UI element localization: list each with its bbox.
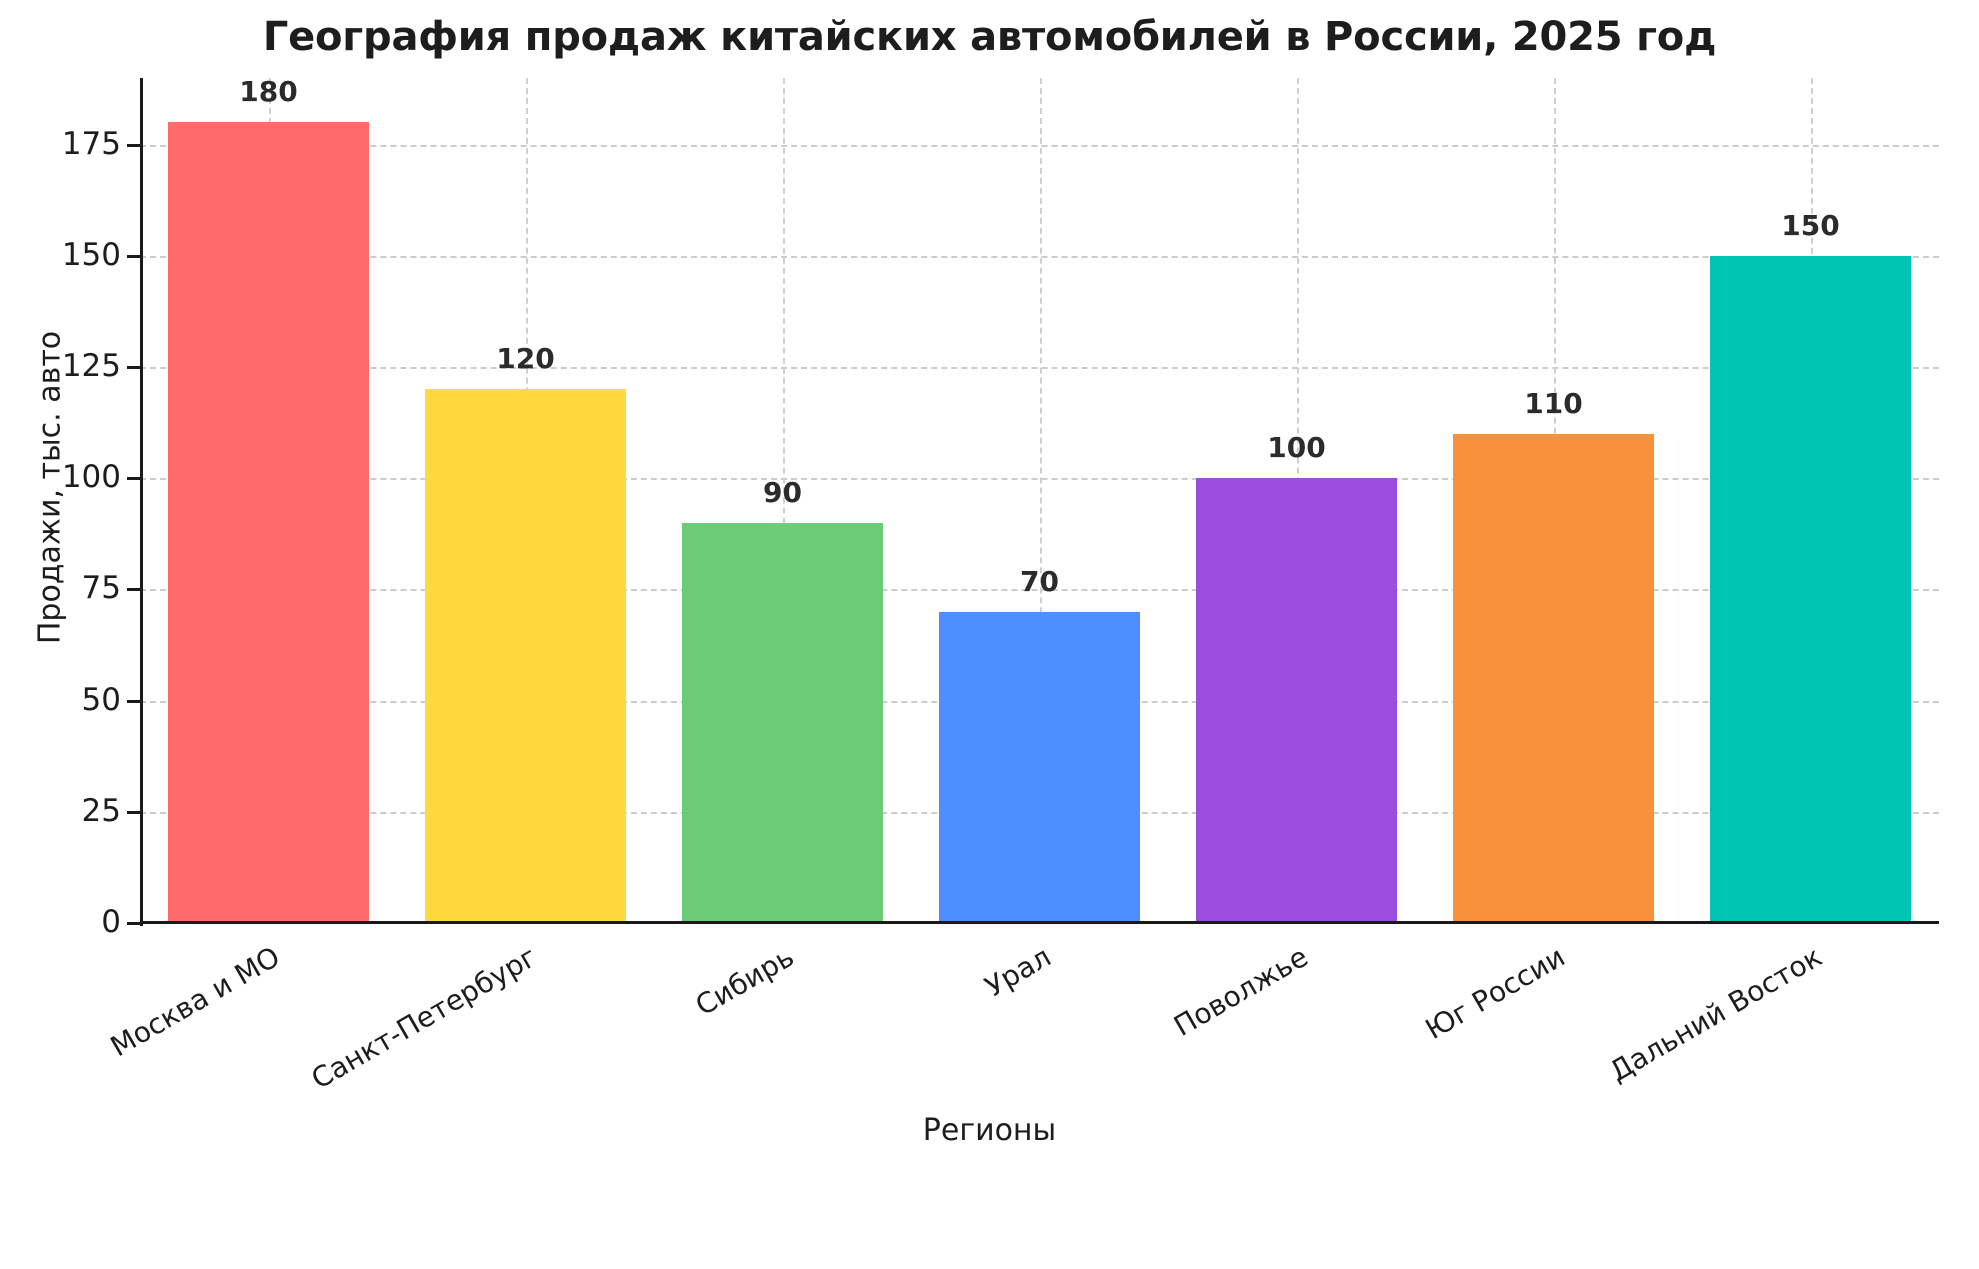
y-tick-label: 175: [61, 125, 121, 162]
x-tick-label: Юг России: [1419, 940, 1570, 1047]
y-tick-mark: [127, 254, 141, 258]
bar[interactable]: [1196, 478, 1397, 923]
bar[interactable]: [682, 522, 883, 923]
y-tick-label: 150: [61, 236, 121, 273]
y-tick-mark: [127, 143, 141, 147]
y-tick-mark: [127, 699, 141, 703]
chart-figure: География продаж китайских автомобилей в…: [32, 14, 1939, 1148]
y-axis-spine: [140, 78, 143, 926]
y-tick-label: 100: [61, 459, 121, 496]
bar-value-label: 90: [763, 475, 802, 509]
x-tick-label: Поволжье: [1167, 940, 1313, 1043]
bar[interactable]: [425, 389, 626, 923]
x-axis-spine: [140, 921, 1939, 924]
y-tick-label: 75: [81, 570, 121, 607]
bar[interactable]: [939, 611, 1140, 923]
bar-value-label: 180: [239, 75, 298, 109]
x-axis-title: Регионы: [922, 1113, 1057, 1148]
bar[interactable]: [1710, 255, 1911, 923]
plot-area: 180 120 90 70 100 110 150: [140, 78, 1939, 923]
bar-value-label: 110: [1524, 386, 1583, 420]
y-tick-mark: [127, 588, 141, 592]
gridline-vertical: [782, 78, 785, 923]
y-tick-mark: [127, 477, 141, 481]
y-tick-mark: [127, 922, 141, 925]
chart-title: География продаж китайских автомобилей в…: [262, 14, 1717, 60]
y-tick-label: 50: [81, 681, 121, 718]
bar-value-label: 120: [496, 342, 555, 376]
x-tick-label: Сибирь: [689, 940, 799, 1023]
y-tick-label: 125: [61, 348, 121, 385]
x-tick-label: Урал: [978, 940, 1056, 1004]
x-tick-label: Дальний Восток: [1603, 940, 1827, 1089]
bar[interactable]: [1453, 433, 1654, 923]
bar-value-label: 70: [1020, 564, 1059, 598]
y-tick-mark: [127, 810, 141, 814]
y-tick-label: 0: [101, 904, 121, 940]
bar[interactable]: [168, 122, 369, 923]
x-tick-label: Санкт-Петербург: [305, 940, 542, 1096]
gridline-vertical: [1039, 78, 1042, 923]
bar-value-label: 100: [1267, 431, 1326, 465]
y-tick-label: 25: [81, 792, 121, 829]
y-tick-mark: [127, 366, 141, 370]
bar-value-label: 150: [1781, 208, 1840, 242]
y-axis-title: Продажи, тыс. авто: [32, 330, 68, 645]
